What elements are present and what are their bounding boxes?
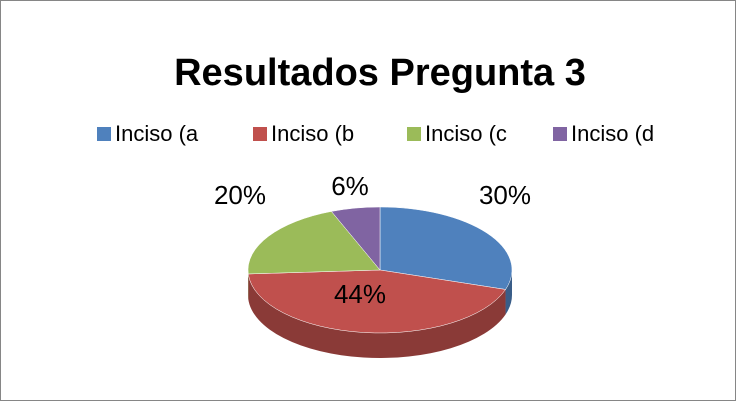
data-label: 44% xyxy=(334,279,386,309)
legend-label: Inciso (b xyxy=(271,121,354,146)
pie-slice xyxy=(247,269,506,334)
pie-side xyxy=(505,270,512,315)
pie-slice xyxy=(379,206,513,290)
pie-slice xyxy=(247,211,381,275)
legend-label: Inciso (a xyxy=(115,121,199,146)
legend-swatch xyxy=(553,127,567,141)
legend-swatch xyxy=(407,127,421,141)
data-label: 6% xyxy=(331,171,369,201)
legend-label: Inciso (d xyxy=(571,121,654,146)
data-label: 20% xyxy=(214,180,266,210)
legend-swatch xyxy=(97,127,111,141)
pie-slice xyxy=(330,206,381,271)
pie-side xyxy=(248,273,506,359)
legend-label: Inciso (c xyxy=(425,121,507,146)
legend-swatch xyxy=(253,127,267,141)
chart-title: Resultados Pregunta 3 xyxy=(174,52,586,94)
data-label: 30% xyxy=(479,180,531,210)
